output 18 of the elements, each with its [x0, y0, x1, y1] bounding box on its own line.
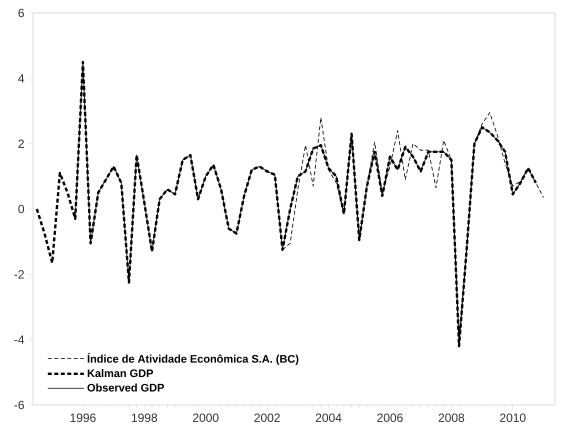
legend-label: Observed GDP [87, 384, 164, 392]
x-tick-label: 2000 [193, 414, 219, 422]
x-tick-label: 2002 [254, 414, 280, 422]
y-tick-label: -2 [14, 270, 24, 278]
x-tick-label: 2004 [316, 414, 342, 422]
y-tick-label: -6 [14, 400, 24, 410]
x-tick-label: 2006 [377, 414, 403, 422]
x-tick-label: 1998 [132, 414, 158, 422]
x-tick-label: 1996 [70, 414, 96, 422]
y-tick-label: 6 [18, 8, 24, 18]
y-tick-label: -4 [14, 336, 24, 344]
legend-label: Kalman GDP [88, 369, 154, 378]
x-tick-label: 2008 [438, 414, 464, 422]
legend-label: Índice de Atividade Econômica S.A. (BC) [88, 352, 298, 365]
y-tick-label: 4 [18, 74, 24, 82]
y-tick-label: 2 [18, 139, 24, 148]
y-tick-label: 0 [18, 204, 24, 214]
x-tick-label: 2010 [500, 414, 526, 422]
